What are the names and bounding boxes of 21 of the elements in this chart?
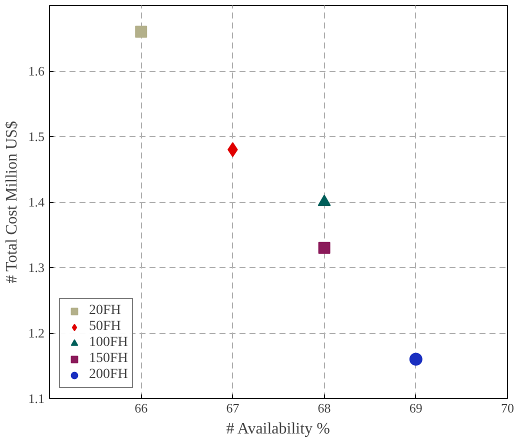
- y-tick-label: 1.5: [28, 129, 44, 144]
- point: [135, 26, 148, 38]
- y-tick-label: 1.1: [28, 391, 44, 406]
- legend-label: 200FH: [89, 367, 128, 383]
- point: [409, 352, 422, 366]
- x-tick-label: 67: [226, 400, 240, 416]
- x-axis-title: # Availability %: [226, 420, 330, 438]
- y-tick-label: 1.2: [28, 326, 44, 340]
- y-tick-label: 1.3: [28, 260, 44, 275]
- point: [318, 242, 330, 254]
- legend-label: 150FH: [89, 351, 128, 367]
- x-tick-label: 66: [134, 400, 148, 416]
- y-tick-label: 1.4: [28, 194, 45, 210]
- legend-label: 100FH: [89, 335, 128, 351]
- x-tick-label: 70: [501, 400, 514, 416]
- y-axis-title: # Total Cost Million US$: [3, 121, 20, 284]
- x-tick-label: 69: [409, 400, 422, 416]
- legend-label: 20FH: [89, 303, 121, 319]
- y-tick-label: 1.6: [28, 64, 45, 78]
- legend-label: 50FH: [89, 319, 121, 335]
- x-tick-label: 68: [318, 400, 331, 416]
